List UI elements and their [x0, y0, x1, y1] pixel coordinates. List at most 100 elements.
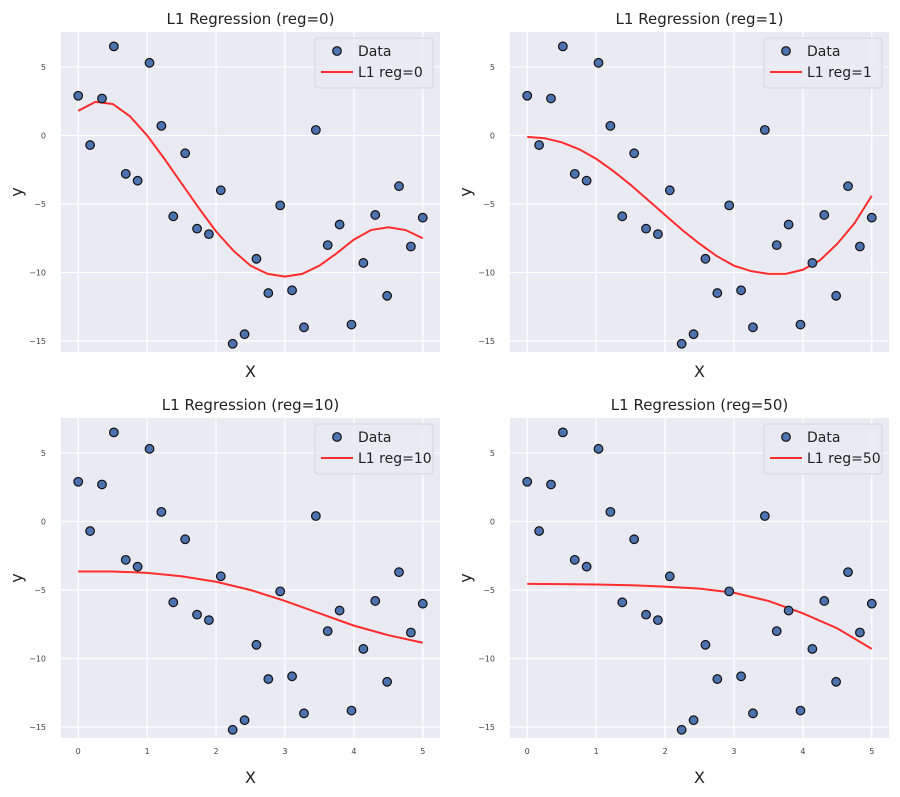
- y-tick-label: 5: [490, 63, 495, 72]
- data-point: [641, 609, 651, 620]
- data-point: [382, 676, 393, 687]
- chart-title: L1 Regression (reg=50): [611, 396, 788, 414]
- data-point: [653, 229, 663, 240]
- data-point: [546, 479, 556, 490]
- y-tick-label: 0: [41, 131, 46, 140]
- data-point: [819, 596, 830, 606]
- data-point: [569, 554, 580, 565]
- data-point: [299, 322, 309, 333]
- legend-label-fit: L1 reg=50: [807, 451, 881, 467]
- data-point: [192, 609, 202, 620]
- data-point: [417, 598, 428, 609]
- x-axis-label: X: [245, 362, 256, 381]
- data-point: [688, 715, 699, 726]
- y-tick-label: −15: [478, 723, 495, 732]
- data-point: [581, 175, 592, 186]
- data-point: [299, 708, 309, 719]
- x-tick-label: 5: [420, 747, 425, 756]
- x-tick-label: 5: [869, 747, 874, 756]
- legend-label-fit: L1 reg=1: [807, 65, 872, 81]
- y-axis-label: y: [7, 573, 26, 582]
- legend-box: [314, 423, 434, 475]
- subplot-svg: L1 Regression (reg=0) 5 0 −5 −10 −15 Xy Data L1 …: [7, 10, 440, 381]
- data-point: [263, 288, 274, 298]
- data-point: [581, 561, 592, 572]
- data-point: [168, 597, 179, 608]
- x-tick-label: 4: [800, 747, 805, 756]
- data-point: [795, 705, 806, 716]
- legend-label-data: Data: [807, 430, 840, 446]
- chart-title: L1 Regression (reg=10): [162, 396, 339, 414]
- y-tick-label: 5: [41, 63, 46, 72]
- data-point: [688, 329, 699, 340]
- x-tick-label: 0: [76, 747, 81, 756]
- y-axis-label: y: [456, 573, 475, 582]
- data-point: [724, 200, 735, 211]
- legend-data-marker: [781, 46, 791, 56]
- data-point: [108, 427, 119, 438]
- data-point: [700, 253, 711, 264]
- data-point: [712, 674, 723, 684]
- data-point: [382, 290, 393, 301]
- data-point: [334, 605, 345, 616]
- chart-title: L1 Regression (reg=0): [167, 10, 335, 28]
- data-point: [653, 615, 663, 626]
- data-point: [215, 185, 226, 196]
- data-point: [192, 223, 202, 234]
- data-point: [831, 290, 842, 301]
- data-point: [156, 506, 167, 517]
- data-point: [534, 140, 545, 150]
- data-point: [263, 674, 274, 684]
- subplot-svg: L1 Regression (reg=1) 5 0 −5 −10 −15 Xy Data L1 …: [456, 10, 889, 381]
- data-point: [783, 219, 794, 230]
- y-tick-label: 0: [41, 517, 46, 526]
- data-point: [522, 476, 533, 487]
- x-tick-label: 1: [145, 747, 150, 756]
- data-point: [700, 639, 711, 650]
- data-point: [370, 596, 381, 606]
- data-point: [819, 210, 830, 220]
- data-point: [617, 211, 628, 222]
- data-point: [676, 338, 687, 349]
- data-point: [748, 708, 758, 719]
- data-point: [405, 627, 416, 638]
- x-tick-label: 3: [282, 747, 287, 756]
- data-point: [144, 443, 155, 454]
- data-point: [664, 571, 675, 582]
- data-point: [168, 211, 179, 222]
- data-point: [795, 319, 806, 330]
- data-point: [736, 671, 746, 682]
- data-point: [251, 253, 262, 264]
- data-point: [287, 285, 297, 296]
- legend-label-data: Data: [807, 44, 840, 60]
- data-point: [97, 93, 107, 104]
- data-point: [310, 125, 321, 135]
- data-point: [180, 534, 191, 545]
- data-point: [85, 526, 96, 536]
- data-point: [843, 181, 853, 192]
- x-tick-label: 1: [594, 747, 599, 756]
- data-point: [783, 605, 794, 616]
- data-point: [287, 671, 297, 682]
- y-axis-label: y: [7, 187, 26, 196]
- data-point: [771, 240, 782, 251]
- data-point: [866, 598, 877, 609]
- data-point: [605, 506, 616, 517]
- data-point: [73, 476, 84, 487]
- y-tick-label: −10: [478, 655, 495, 664]
- data-point: [807, 258, 818, 268]
- data-point: [557, 427, 568, 438]
- data-point: [346, 319, 357, 330]
- data-point: [759, 511, 770, 521]
- x-tick-label: 3: [731, 747, 736, 756]
- y-tick-label: −10: [478, 269, 495, 278]
- data-point: [120, 168, 131, 179]
- data-point: [251, 639, 262, 650]
- data-point: [215, 571, 226, 582]
- data-point: [132, 175, 143, 186]
